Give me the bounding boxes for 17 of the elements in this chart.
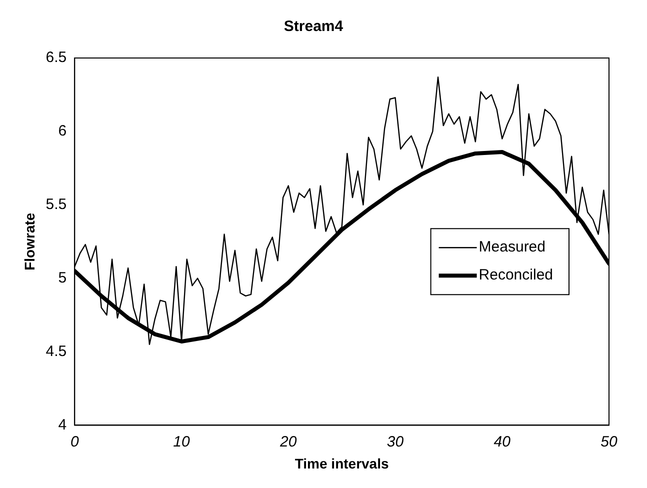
- x-tick-label: 20: [279, 433, 298, 450]
- y-tick-label: 4.5: [46, 342, 67, 360]
- x-tick-label: 50: [600, 433, 618, 450]
- y-tick-label: 6: [58, 122, 67, 140]
- legend-label: Measured: [478, 238, 546, 256]
- legend-label: Reconciled: [478, 266, 554, 284]
- x-tick-label: 0: [70, 433, 80, 450]
- y-tick-label: 6.5: [46, 49, 67, 66]
- x-axis-title: Time intervals: [294, 455, 389, 472]
- y-tick-label: 4: [58, 416, 67, 434]
- x-tick-label: 40: [494, 433, 512, 450]
- x-tick-label: 30: [386, 433, 404, 450]
- x-tick-label: 10: [173, 433, 191, 450]
- y-axis-title: Flowrate: [21, 212, 38, 270]
- chart-title: Stream4: [284, 18, 344, 36]
- y-tick-label: 5: [58, 269, 67, 286]
- y-tick-label: 5.5: [46, 196, 67, 214]
